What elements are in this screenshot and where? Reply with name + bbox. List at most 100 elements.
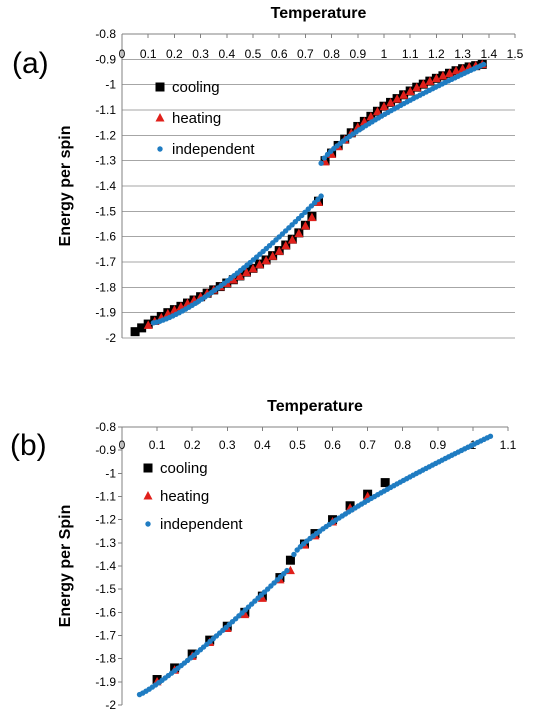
y-tick-label: -1 <box>105 466 116 480</box>
y-tick-label: -1.7 <box>95 629 116 643</box>
heating-point <box>255 259 265 269</box>
x-tick-label: 0.1 <box>149 438 166 452</box>
x-tick-label: 0.6 <box>324 438 341 452</box>
y-tick-label: -1.9 <box>95 675 116 689</box>
x-tick-label: 1.5 <box>507 47 524 61</box>
x-tick-label: 0.8 <box>323 47 340 61</box>
x-axis-title: Temperature <box>271 5 367 22</box>
series-cooling <box>130 59 487 337</box>
x-tick-label: 1.4 <box>480 47 497 61</box>
independent-point <box>318 160 324 166</box>
heating-point <box>228 274 238 284</box>
legend-label-heating: heating <box>160 488 209 505</box>
legend-label-independent: independent <box>160 516 243 533</box>
heating-point <box>425 76 435 85</box>
legend: cooling heating independent <box>143 460 243 533</box>
y-tick-label: -1.4 <box>95 179 116 193</box>
independent-point <box>487 433 494 439</box>
x-tick-label: 0.9 <box>349 47 366 61</box>
x-tick-label: 0.4 <box>254 438 271 452</box>
series-independent <box>150 61 487 326</box>
panel-label: (b) <box>10 429 47 462</box>
y-tick-label: -1.5 <box>95 582 116 596</box>
x-tick-label: 1.3 <box>454 47 471 61</box>
y-tick-label: -0.8 <box>95 27 116 41</box>
heating-point <box>268 251 278 260</box>
y-tick-label: -2 <box>105 698 116 710</box>
heating-point <box>431 73 441 83</box>
legend-label-cooling: cooling <box>160 460 208 477</box>
heating-point <box>386 97 396 107</box>
heating-point <box>372 106 382 116</box>
x-tick-label: 0.3 <box>219 438 236 452</box>
cooling-point <box>285 555 295 565</box>
y-tick-label: -1.5 <box>95 204 116 218</box>
heating-point <box>248 263 258 273</box>
y-tick-label: -1.9 <box>95 306 116 320</box>
x-tick-label: 1.1 <box>402 47 419 61</box>
heating-point <box>399 90 409 99</box>
chart-panel-b: (b) -0.8 -0.9 -1 -1.1 -1.2 -1.3 -1.4 -1.5 -1.6 -1.… <box>10 398 517 710</box>
independent-point <box>318 193 324 199</box>
x-tick-label: 1.1 <box>500 438 517 452</box>
independent-point <box>284 567 290 574</box>
y-tick-label: -1.6 <box>95 605 116 619</box>
heating-point <box>412 82 422 92</box>
heating-point <box>240 609 250 619</box>
y-tick-label: -1.8 <box>95 280 116 294</box>
y-tick-label: -1.4 <box>95 559 116 573</box>
x-tick-label: 0.6 <box>271 47 288 61</box>
x-tick-label: 0.2 <box>166 47 183 61</box>
x-tick-label: 0.1 <box>140 47 157 61</box>
cooling-point <box>137 323 147 333</box>
heating-point <box>438 71 448 80</box>
y-axis-title: Energy per spin <box>57 126 74 247</box>
cooling-point <box>380 478 390 488</box>
heating-point <box>405 86 415 96</box>
legend-label-independent: independent <box>172 141 255 158</box>
x-tick-label: 0.2 <box>184 438 201 452</box>
heating-point <box>307 212 317 222</box>
heating-point <box>169 305 179 314</box>
chart-panel-a: (a) -0.8 -0.9 -1 -1.1 -1.2 -1.3 -1.4 -1.5 -1.6 -1.… <box>12 5 524 345</box>
heating-point <box>392 94 402 103</box>
x-tick-label: 0 <box>119 438 126 452</box>
independent-point <box>291 551 297 558</box>
legend-label-heating: heating <box>172 110 221 127</box>
y-axis-title: Energy per Spin <box>57 505 74 628</box>
heating-point <box>143 320 153 329</box>
y-tick-label: -0.9 <box>95 443 116 457</box>
x-tick-label: 1.2 <box>428 47 445 61</box>
heating-point <box>445 68 454 78</box>
heating-point <box>287 234 297 244</box>
y-tick-label: -1.2 <box>95 513 116 527</box>
y-tick-label: -1.2 <box>95 128 116 142</box>
heating-point <box>418 79 428 88</box>
legend-marker-cooling <box>155 82 165 92</box>
legend-marker-independent <box>145 521 151 527</box>
x-tick-label: 1 <box>381 47 388 61</box>
y-tick-label: -1.1 <box>95 490 116 504</box>
x-tick-label: 0.8 <box>394 438 411 452</box>
y-tick-label: -1.8 <box>95 652 116 666</box>
heating-point <box>235 271 245 280</box>
legend-marker-cooling <box>143 463 153 473</box>
heating-point <box>241 267 251 277</box>
series-independent <box>136 433 494 698</box>
y-tick-label: -2 <box>105 331 116 345</box>
y-tick-label: -1.6 <box>95 230 116 244</box>
heating-point <box>294 228 304 238</box>
x-tick-label: 0.9 <box>429 438 446 452</box>
x-tick-label: 0.7 <box>359 438 376 452</box>
x-tick-label: 0.7 <box>297 47 314 61</box>
heating-point <box>281 240 291 250</box>
y-tick-label: -1.7 <box>95 255 116 269</box>
y-tick-label: -1.3 <box>95 154 116 168</box>
x-tick-label: 0.4 <box>218 47 235 61</box>
heating-point <box>274 246 284 255</box>
y-tick-label: -1 <box>105 78 116 92</box>
y-tick-label: -0.9 <box>95 52 116 66</box>
y-tick-label: -1.1 <box>95 103 116 117</box>
heating-point <box>261 255 271 265</box>
